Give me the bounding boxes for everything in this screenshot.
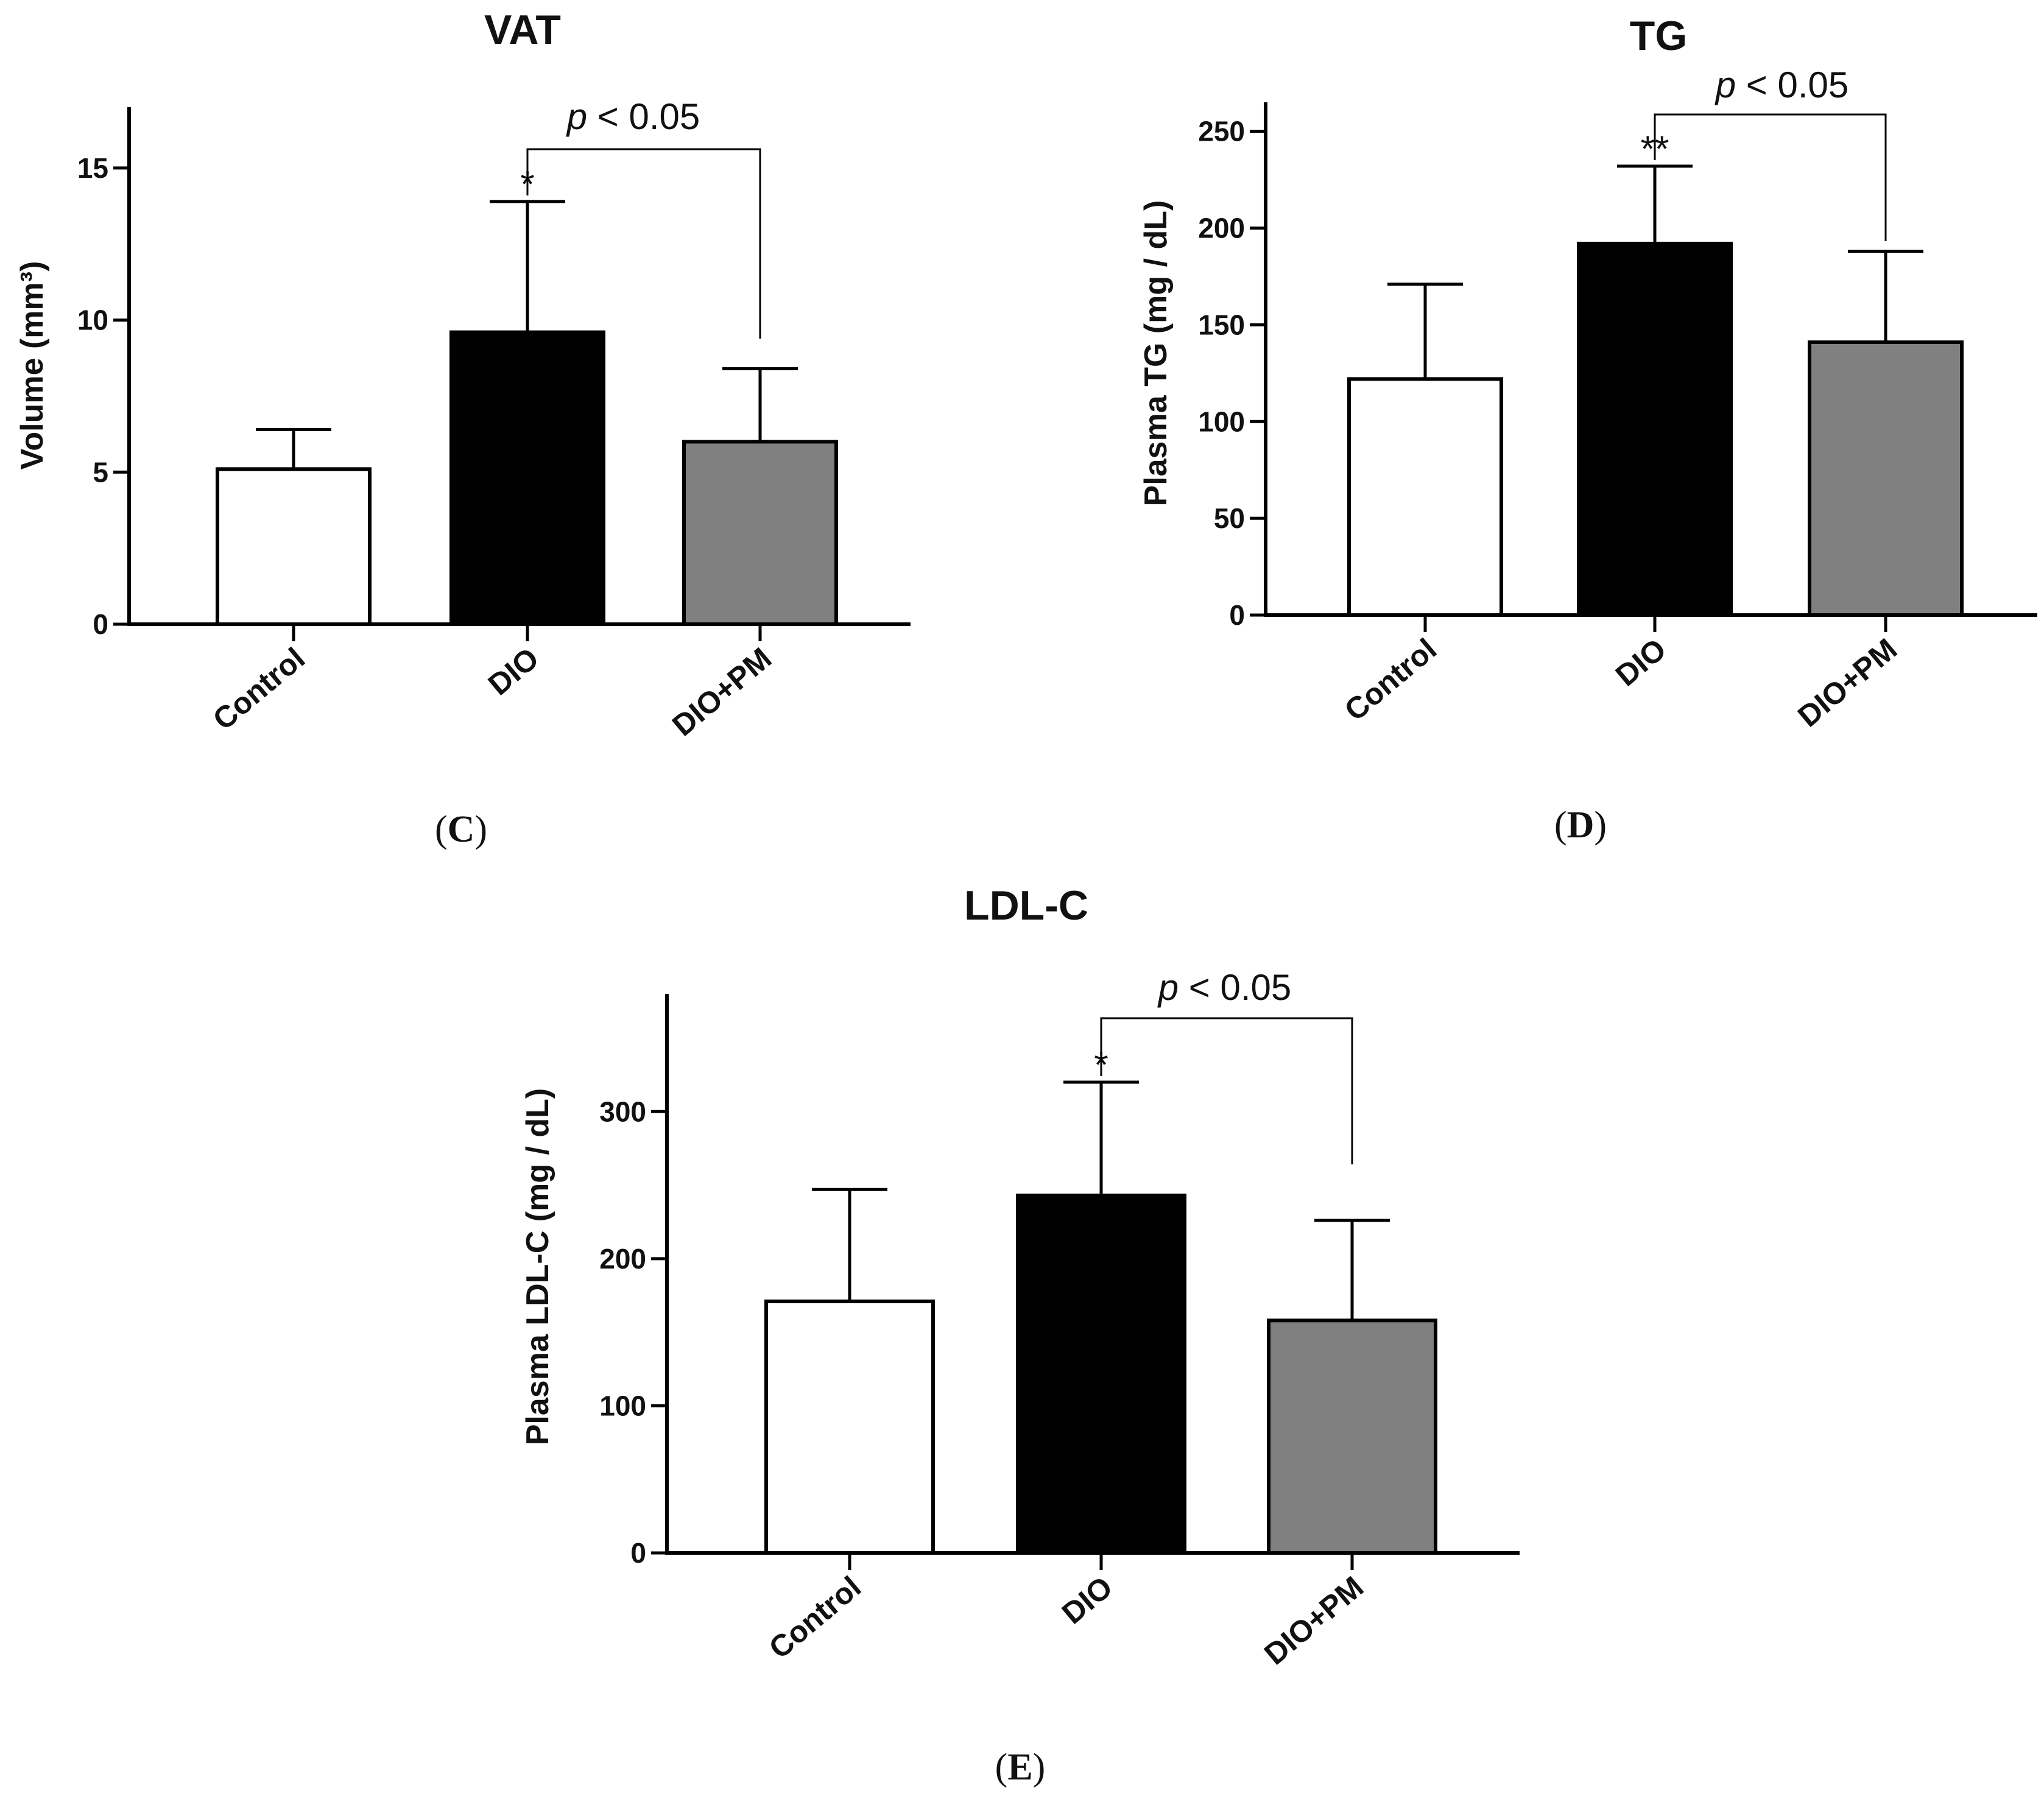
chart-panel-e: LDL-C Plasma LDL-C (mg / dL) 0 100 200 300 Con… xyxy=(520,882,1520,1788)
x-tick-label: DIO xyxy=(482,641,545,702)
bar-dio-pm xyxy=(1808,340,1964,617)
bar-dio-pm xyxy=(1267,1318,1437,1555)
y-axis-label: Plasma LDL-C (mg / dL) xyxy=(520,1088,555,1445)
significance-bracket xyxy=(526,148,761,339)
p-value-label: p < 0.05 xyxy=(566,96,700,137)
panel-label: (C) xyxy=(435,809,487,850)
x-tick-label: DIO xyxy=(1609,632,1672,693)
bar-control xyxy=(216,467,372,626)
y-axis-label: Plasma TG (mg / dL) xyxy=(1138,200,1174,507)
chart-title: LDL-C xyxy=(964,882,1088,929)
bar-control xyxy=(764,1299,935,1555)
x-tick-label: Control xyxy=(1338,632,1443,728)
panel-label: (D) xyxy=(1554,804,1607,846)
chart-panel-d: TG Plasma TG (mg / dL) 0 50 100 150 200 250 Cont… xyxy=(1138,13,2037,846)
y-tick-label: 15 xyxy=(77,152,108,184)
y-tick-label: 0 xyxy=(1229,599,1245,631)
y-tick-label: 200 xyxy=(1198,213,1245,244)
bar-control xyxy=(1347,377,1503,617)
bar-dio xyxy=(1016,1193,1186,1555)
panel-label: (E) xyxy=(995,1747,1046,1788)
p-value-label: p < 0.05 xyxy=(1157,967,1292,1008)
x-tick-label: DIO+PM xyxy=(666,641,778,743)
y-tick-label: 200 xyxy=(599,1243,646,1275)
p-value-label: p < 0.05 xyxy=(1714,65,1849,105)
x-tick-label: DIO+PM xyxy=(1791,632,1903,734)
chart-title: TG xyxy=(1630,13,1687,59)
significance-bracket xyxy=(1100,1017,1353,1164)
y-tick-label: 150 xyxy=(1198,309,1245,340)
bar-dio xyxy=(449,330,605,626)
chart-title: VAT xyxy=(484,7,561,53)
y-tick-label: 0 xyxy=(630,1537,646,1569)
x-tick-label: DIO xyxy=(1055,1570,1119,1631)
y-tick-label: 100 xyxy=(1198,406,1245,437)
y-tick-label: 10 xyxy=(77,304,108,336)
bar-dio xyxy=(1577,241,1733,618)
y-tick-label: 50 xyxy=(1214,502,1245,534)
y-tick-label: 300 xyxy=(599,1096,646,1127)
x-tick-label: DIO+PM xyxy=(1258,1570,1370,1672)
y-tick-label: 0 xyxy=(93,608,108,640)
y-tick-label: 5 xyxy=(93,456,108,488)
bar-dio-pm xyxy=(682,440,838,627)
y-axis-label: Volume (mm³) xyxy=(15,261,50,470)
x-tick-label: Control xyxy=(206,641,311,737)
y-tick-label: 250 xyxy=(1198,116,1245,147)
significance-bracket xyxy=(1654,113,1887,241)
x-tick-label: Control xyxy=(763,1570,867,1666)
y-tick-label: 100 xyxy=(599,1390,646,1421)
